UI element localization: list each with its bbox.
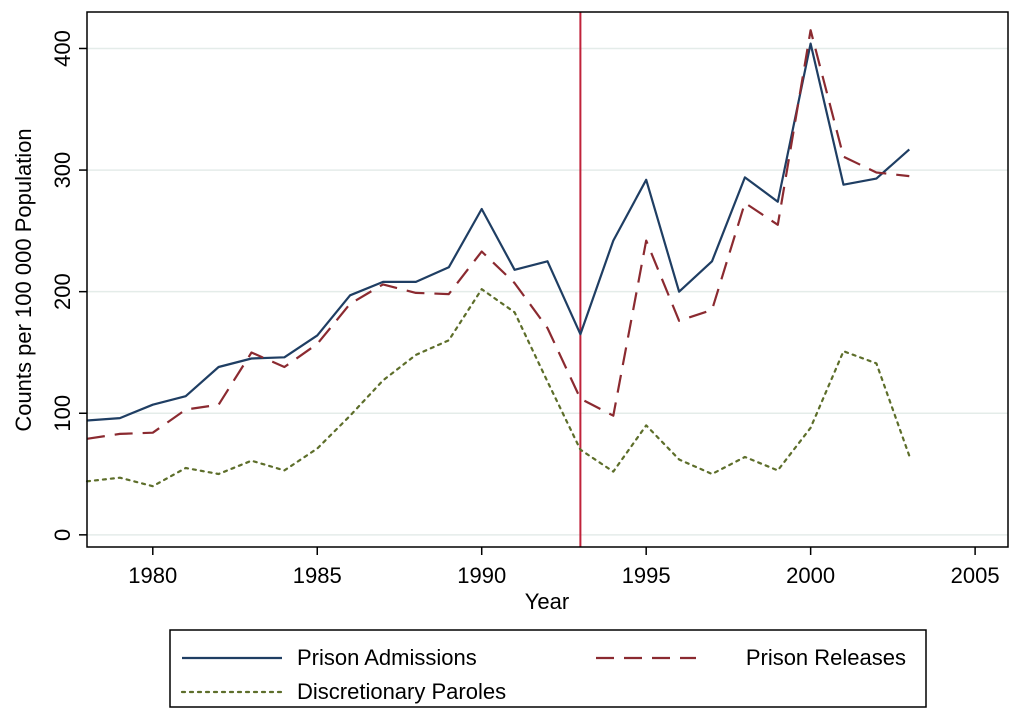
series-line-prison-admissions xyxy=(86,42,911,422)
x-tick-label: 1990 xyxy=(457,563,506,588)
legend-box xyxy=(169,629,927,708)
y-axis-ticks: 0 100 200 300 400 xyxy=(50,30,87,541)
legend: Prison Admissions Prison Releases Discreti… xyxy=(169,629,927,708)
x-axis-title: Year xyxy=(525,589,569,614)
legend-label: Discretionary Paroles xyxy=(297,679,506,704)
x-tick-label: 2005 xyxy=(951,563,1000,588)
y-axis-title: Counts per 100 000 Population xyxy=(11,128,36,431)
plot-frame xyxy=(86,11,1009,548)
x-tick-label: 2000 xyxy=(786,563,835,588)
x-tick-label: 1985 xyxy=(293,563,342,588)
x-axis-ticks: 1980 1985 1990 1995 2000 2005 xyxy=(128,547,1000,588)
legend-label: Prison Releases xyxy=(746,645,906,670)
y-tick-label: 400 xyxy=(50,30,75,67)
gridlines xyxy=(87,47,1008,536)
series-layer xyxy=(85,29,911,488)
y-tick-label: 0 xyxy=(50,529,75,541)
x-tick-label: 1980 xyxy=(128,563,177,588)
series-line-prison-releases xyxy=(86,29,910,440)
legend-label: Prison Admissions xyxy=(297,645,477,670)
y-tick-label: 100 xyxy=(50,395,75,432)
series-line-discretionary-paroles xyxy=(85,288,911,488)
x-tick-label: 1995 xyxy=(622,563,671,588)
y-tick-label: 200 xyxy=(50,273,75,310)
y-tick-label: 300 xyxy=(50,152,75,189)
